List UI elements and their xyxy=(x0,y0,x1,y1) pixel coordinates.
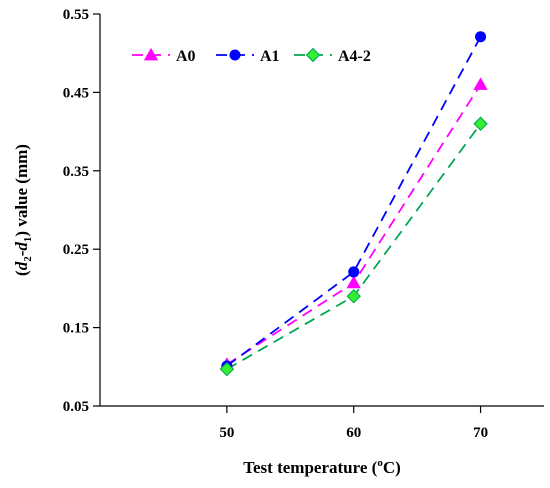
y-tick-label: 0.05 xyxy=(63,399,89,415)
x-axis-title: Test temperature (oC) xyxy=(243,457,401,477)
legend-label: A0 xyxy=(176,48,196,65)
x-tick-label: 50 xyxy=(219,425,234,441)
data-point xyxy=(473,77,488,90)
series-layer xyxy=(219,31,488,377)
y-tick-label: 0.35 xyxy=(63,164,89,180)
axes xyxy=(99,14,544,407)
data-point xyxy=(219,361,235,377)
legend-marker xyxy=(143,47,159,61)
y-tick-label: 0.55 xyxy=(63,7,89,23)
y-tick-label: 0.15 xyxy=(63,321,89,337)
x-tick-label: 70 xyxy=(473,425,488,441)
legend-label: A1 xyxy=(260,48,280,65)
y-tick-label: 0.25 xyxy=(63,242,89,258)
legend: A0 A1 A4-2 xyxy=(132,47,371,65)
series-line xyxy=(226,84,482,366)
data-point xyxy=(346,275,361,289)
y-ticks: 0.05 0.15 0.25 0.35 0.45 0.55 xyxy=(63,7,100,415)
legend-marker xyxy=(229,49,241,61)
data-point xyxy=(475,31,487,43)
data-point xyxy=(346,289,361,304)
series-line xyxy=(226,123,482,370)
y-axis-title: (d2-d1) value (mm) xyxy=(12,144,34,276)
legend-label: A4-2 xyxy=(338,48,371,65)
data-point xyxy=(473,116,488,131)
x-tick-label: 60 xyxy=(346,425,361,441)
legend-marker xyxy=(305,47,321,63)
y-tick-label: 0.45 xyxy=(63,85,89,101)
series-line xyxy=(226,36,482,367)
data-point xyxy=(348,266,360,278)
x-ticks: 50 60 70 xyxy=(219,406,488,441)
